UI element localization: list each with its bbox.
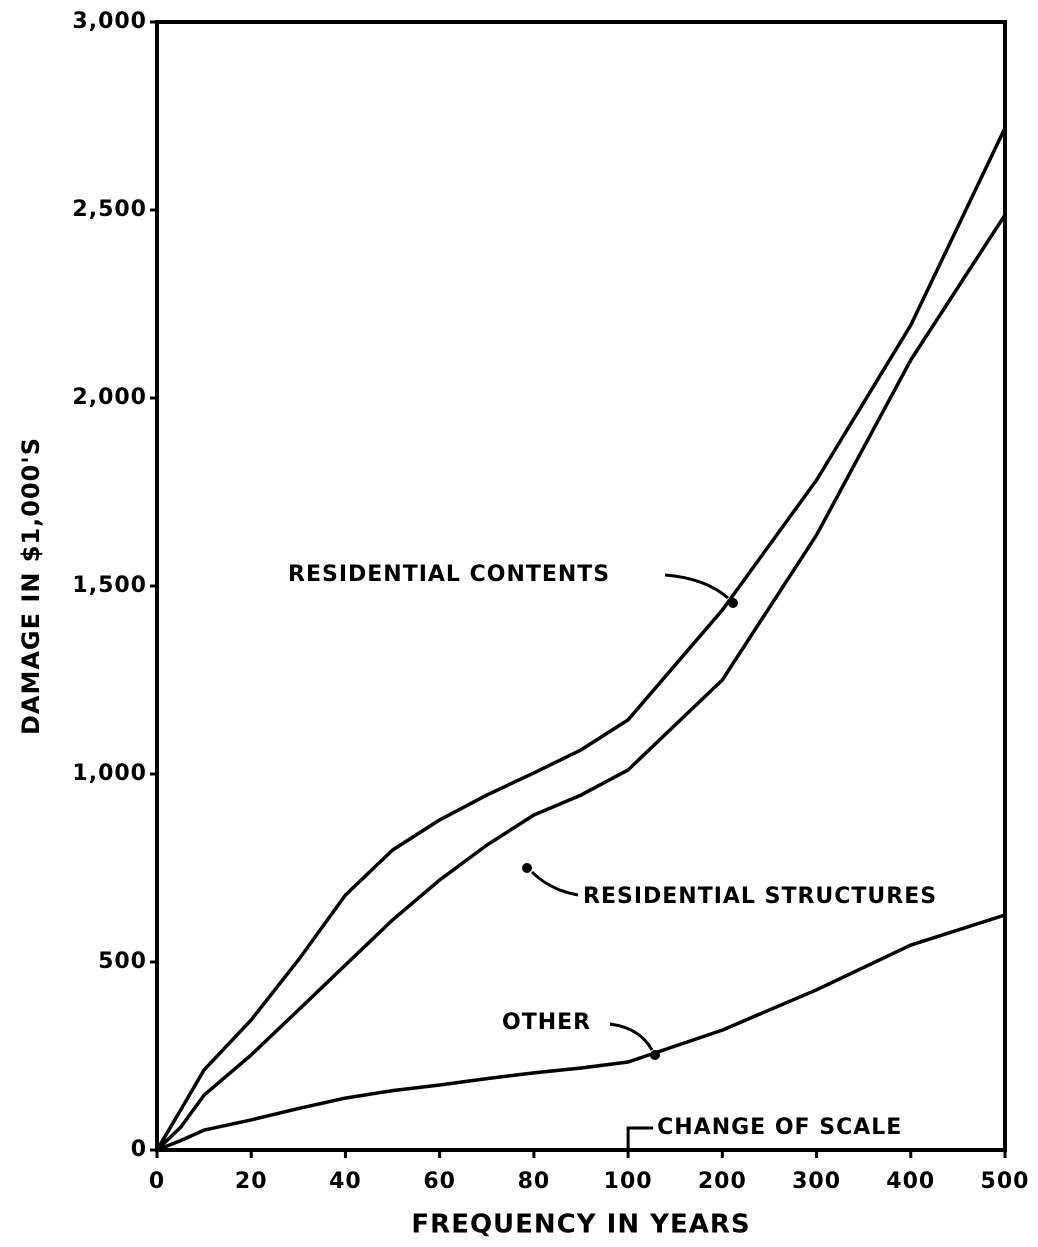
x-tick-label: 300 [792, 1169, 841, 1194]
x-axis-label: FREQUENCY IN YEARS [411, 1210, 750, 1240]
x-tick-label: 40 [329, 1169, 362, 1194]
plot-frame [155, 20, 1007, 1152]
x-tick-label: 0 [149, 1169, 165, 1194]
label-arrow [609, 1022, 654, 1051]
y-tick-label: 3,000 [72, 9, 147, 34]
series-label: OTHER [502, 1010, 591, 1035]
x-tick-label: 60 [423, 1169, 456, 1194]
x-tick-label: 200 [698, 1169, 747, 1194]
series-line [155, 126, 1007, 1152]
x-tick-label: 500 [981, 1169, 1030, 1194]
series-label: RESIDENTIAL STRUCTURES [583, 884, 937, 909]
series-line [155, 213, 1007, 1152]
y-tick-label: 2,000 [72, 385, 147, 410]
arrow-head [522, 863, 532, 873]
y-tick-label: 1,000 [72, 761, 147, 786]
annotation-bracket [626, 1126, 654, 1150]
y-tick-label: 500 [98, 949, 147, 974]
x-tick-label: 80 [518, 1169, 551, 1194]
y-axis-label: DAMAGE IN $1,000'S [17, 437, 45, 735]
y-tick-label: 0 [131, 1137, 147, 1162]
label-arrow [664, 573, 729, 600]
x-tick-label: 20 [235, 1169, 268, 1194]
series-line [155, 913, 1007, 1152]
arrow-head [728, 598, 738, 608]
x-tick-label: 100 [604, 1169, 653, 1194]
arrow-head [650, 1050, 660, 1060]
series-label: RESIDENTIAL CONTENTS [288, 562, 610, 587]
annotation: CHANGE OF SCALE [657, 1115, 902, 1140]
y-tick-label: 2,500 [72, 197, 147, 222]
y-tick-label: 1,500 [72, 573, 147, 598]
label-arrow [530, 870, 579, 897]
x-tick-label: 400 [886, 1169, 935, 1194]
